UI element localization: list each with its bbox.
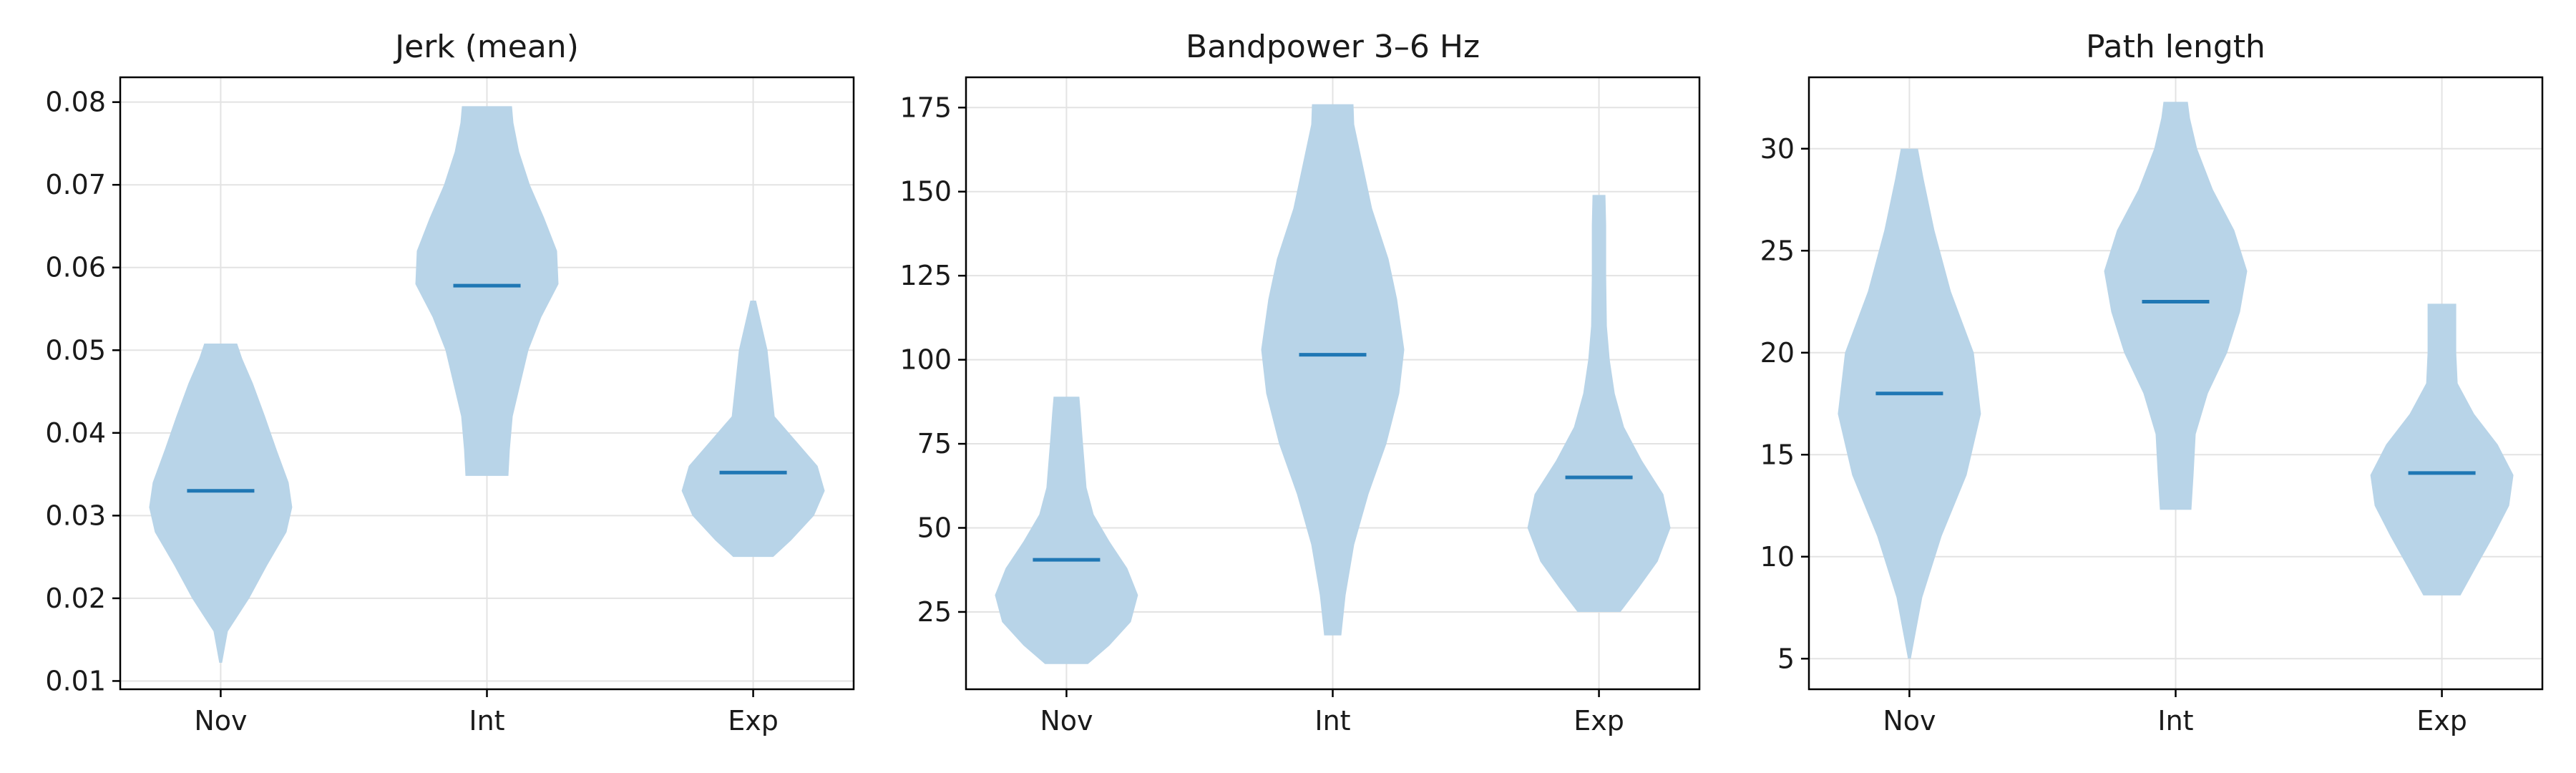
y-tick-label: 25 (917, 596, 952, 628)
y-tick-label: 0.02 (45, 583, 106, 614)
y-tick-label: 5 (1777, 643, 1795, 674)
y-tick-label: 15 (1760, 439, 1795, 470)
violin-int (1261, 104, 1405, 636)
x-tick-label: Exp (1574, 705, 1624, 736)
panel-title: Path length (2086, 29, 2265, 65)
y-tick-label: 0.08 (45, 87, 106, 118)
violin-exp (681, 301, 825, 558)
violin-nov (1838, 148, 1981, 659)
y-tick-label: 10 (1760, 541, 1795, 573)
x-tick-label: Nov (1883, 705, 1936, 736)
y-tick-label: 75 (917, 428, 952, 460)
y-tick-label: 50 (917, 512, 952, 544)
y-tick-label: 100 (899, 344, 952, 376)
x-tick-label: Exp (728, 705, 779, 736)
violin-nov (995, 397, 1138, 664)
y-tick-label: 175 (899, 92, 952, 123)
panel-title: Bandpower 3–6 Hz (1186, 29, 1480, 65)
x-tick-label: Int (1314, 705, 1350, 736)
violin-exp (2370, 303, 2514, 595)
x-tick-label: Int (2157, 705, 2193, 736)
x-tick-label: Nov (1040, 705, 1093, 736)
x-tick-label: Nov (194, 705, 247, 736)
panel-title: Jerk (mean) (393, 29, 579, 65)
x-tick-label: Exp (2416, 705, 2467, 736)
y-tick-label: 0.07 (45, 169, 106, 200)
panel-path-length: Path length 5 10 15 20 25 30 Nov Int Exp (1760, 29, 2544, 736)
violin-int (2104, 102, 2248, 510)
y-tick-label: 20 (1760, 337, 1795, 369)
violin-exp (1527, 195, 1671, 612)
y-tick-label: 150 (899, 176, 952, 208)
x-tick-label: Int (469, 705, 504, 736)
y-tick-label: 0.03 (45, 500, 106, 531)
panel-bandpower: Bandpower 3–6 Hz 25 50 75 100 125 150 175 Nov In… (899, 29, 1701, 736)
y-tick-label: 125 (899, 260, 952, 291)
violin-nov (149, 344, 293, 663)
y-tick-label: 0.06 (45, 252, 106, 283)
violin-int (415, 106, 559, 476)
y-tick-label: 0.04 (45, 417, 106, 449)
y-tick-label: 30 (1760, 133, 1795, 165)
y-tick-label: 25 (1760, 235, 1795, 266)
y-tick-label: 0.05 (45, 334, 106, 366)
y-tick-label: 0.01 (45, 665, 106, 696)
panel-jerk-mean: Jerk (mean) 0.01 0.02 0.03 0.04 0.05 0.06 0.07… (45, 29, 855, 736)
